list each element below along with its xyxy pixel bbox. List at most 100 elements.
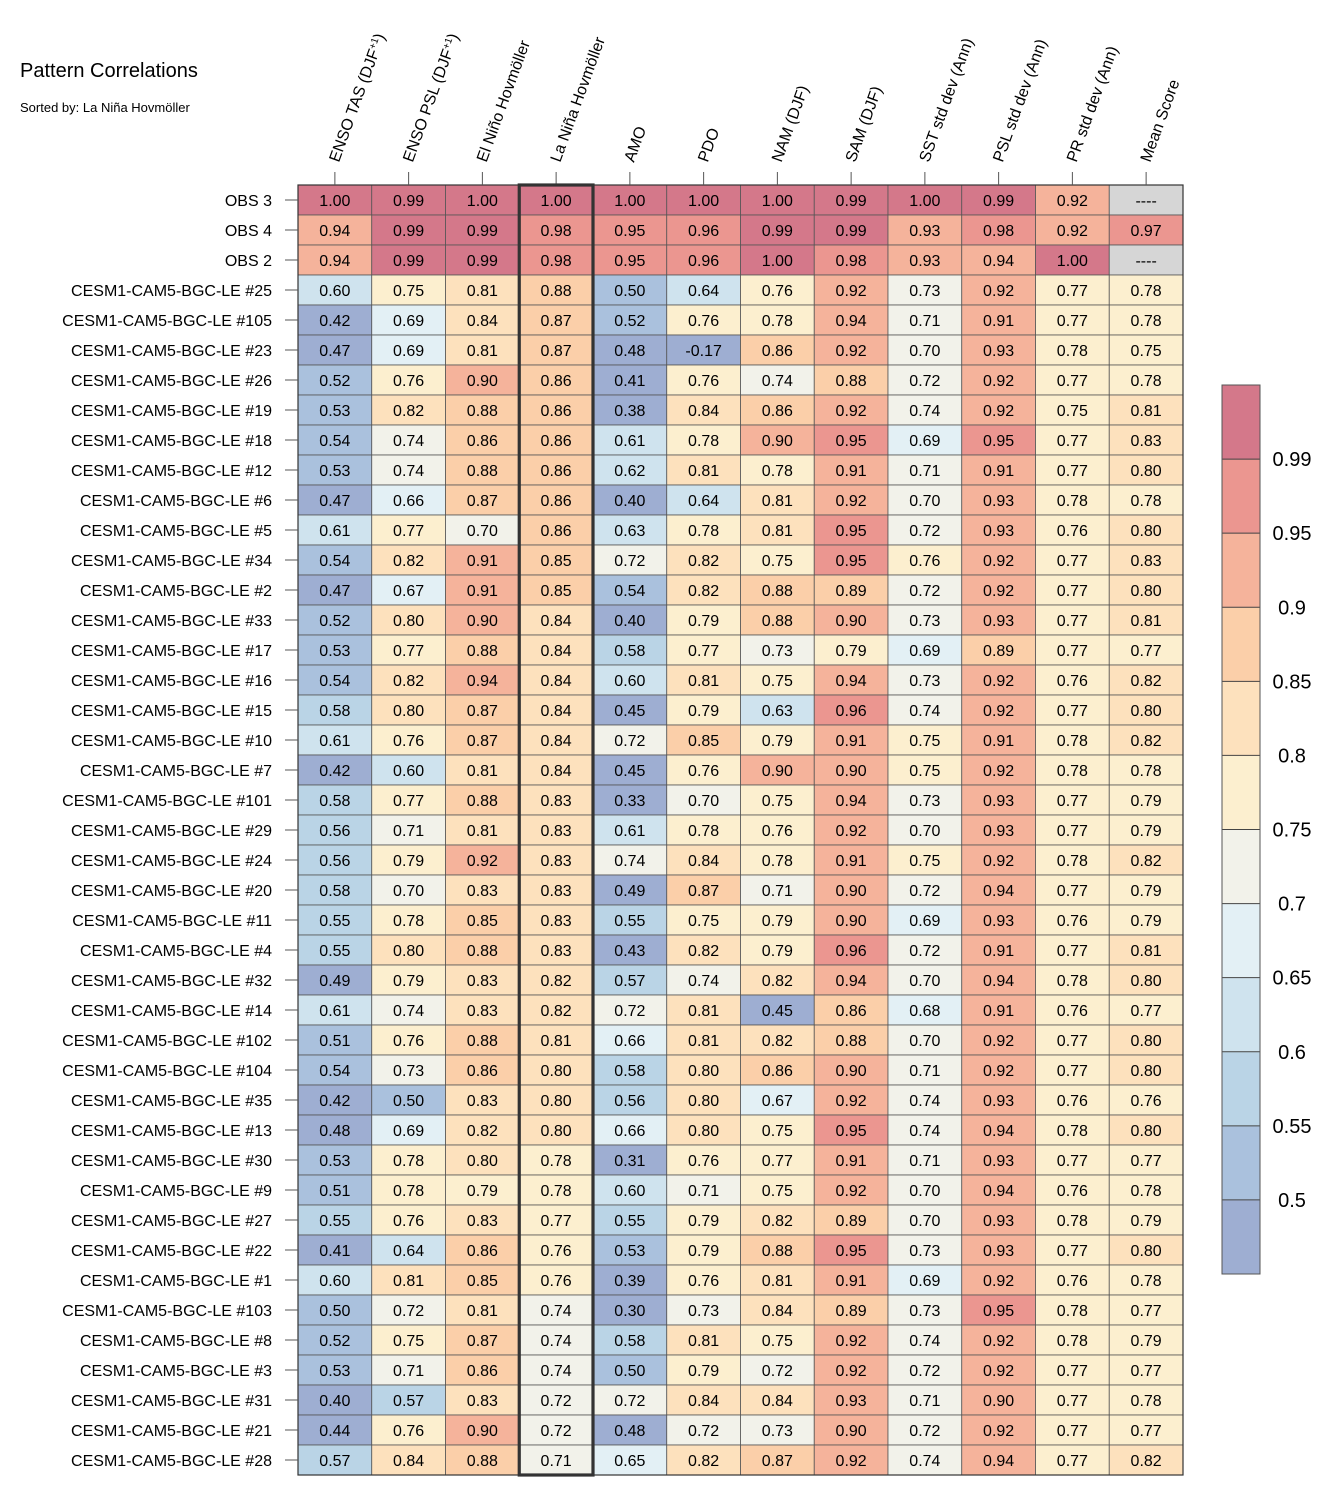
column-label: SST std dev (Ann) <box>917 36 978 164</box>
cell-value-label: 0.94 <box>983 1183 1014 1200</box>
cell-value-label: 0.74 <box>762 373 793 390</box>
heatmap-cell <box>297 754 373 786</box>
cell-value-label: 0.94 <box>983 973 1014 990</box>
cell-value-label: 0.92 <box>836 403 867 420</box>
cell-value-label: 0.66 <box>393 493 424 510</box>
cell-value-label: 0.52 <box>319 1333 350 1350</box>
cell-value-label: 0.76 <box>393 1033 424 1050</box>
cell-value-label: 0.88 <box>836 1033 867 1050</box>
cell-value-label: 0.73 <box>688 1303 719 1320</box>
heatmap-cell <box>740 664 815 696</box>
heatmap-cell <box>666 604 741 636</box>
heatmap-cell <box>1035 784 1110 816</box>
cell-value-label: 0.92 <box>836 1453 867 1470</box>
heatmap-cell <box>371 274 446 306</box>
heatmap-cell <box>297 334 373 366</box>
heatmap-cell <box>371 364 446 396</box>
heatmap-cell <box>518 1054 594 1086</box>
cell-value-label: 0.79 <box>688 1243 719 1260</box>
cell-value-label: 0.74 <box>909 403 940 420</box>
heatmap-cell <box>887 634 963 666</box>
cell-value-label: 0.99 <box>762 223 793 240</box>
heatmap-cell <box>1108 424 1184 456</box>
cell-value-label: 0.58 <box>319 883 350 900</box>
cell-value-label: 0.79 <box>393 853 424 870</box>
cell-value-label: 0.77 <box>1057 703 1088 720</box>
cell-value-label: 0.87 <box>541 313 572 330</box>
cell-value-label: 0.88 <box>467 793 498 810</box>
heatmap-cell <box>1035 814 1110 846</box>
cell-value-label: 0.88 <box>762 1243 793 1260</box>
cell-value-label: 0.78 <box>1057 853 1088 870</box>
cell-value-label: 0.82 <box>541 1003 572 1020</box>
cell-value-label: 0.87 <box>467 703 498 720</box>
cell-value-label: 0.77 <box>1057 373 1088 390</box>
heatmap-cell <box>1035 1144 1110 1176</box>
cell-value-label: 0.93 <box>983 343 1014 360</box>
cell-value-label: 0.77 <box>1057 883 1088 900</box>
heatmap-cell <box>371 304 446 336</box>
cell-value-label: 0.53 <box>614 1243 645 1260</box>
colorbar-tick-label: 0.9 <box>1278 597 1306 619</box>
cell-value-label: 0.83 <box>541 913 572 930</box>
heatmap-cell <box>961 1234 1036 1266</box>
row-label: OBS 3 <box>225 193 272 210</box>
cell-value-label: 0.50 <box>319 1303 350 1320</box>
cell-value-label: 0.84 <box>541 763 572 780</box>
colorbar-tick-label: 0.8 <box>1278 745 1306 767</box>
column-label-part: PSL std dev (Ann) <box>990 37 1050 164</box>
column-label-part: El Niño Hovmöller <box>474 38 534 165</box>
cell-value-label: 0.78 <box>1131 493 1162 510</box>
cell-value-label: 0.78 <box>1131 373 1162 390</box>
column-label-part: SST std dev (Ann) <box>917 36 978 164</box>
heatmap-cell <box>1035 304 1110 336</box>
cell-value-label: 0.58 <box>614 1063 645 1080</box>
colorbar-band <box>1222 1199 1260 1275</box>
cell-value-label: 0.86 <box>541 493 572 510</box>
cell-value-label: 1.00 <box>541 193 572 210</box>
cell-value-label: 0.84 <box>688 403 719 420</box>
cell-value-label: 0.90 <box>836 1063 867 1080</box>
cell-value-label: 0.86 <box>467 1063 498 1080</box>
cell-value-label: 0.86 <box>836 1003 867 1020</box>
heatmap-cell <box>813 214 889 246</box>
cell-value-label: 0.72 <box>909 373 940 390</box>
cell-value-label: 0.48 <box>614 1423 645 1440</box>
heatmap-cell <box>813 724 889 756</box>
heatmap-cell <box>518 994 594 1026</box>
heatmap-cell <box>961 664 1036 696</box>
cell-value-label: 0.67 <box>393 583 424 600</box>
colorbar-tick-label: 0.99 <box>1273 449 1312 471</box>
cell-value-label: 0.92 <box>983 673 1014 690</box>
cell-value-label: 0.90 <box>836 613 867 630</box>
cell-value-label: 0.74 <box>909 1123 940 1140</box>
colorbar-tick-label: 0.95 <box>1273 523 1312 545</box>
heatmap-cell <box>518 1414 594 1446</box>
heatmap-cell <box>1035 1264 1110 1296</box>
heatmap-cell <box>592 844 668 876</box>
heatmap-cell <box>445 454 520 486</box>
cell-value-label: 0.70 <box>688 793 719 810</box>
heatmap-cell <box>592 1264 668 1296</box>
cell-value-label: 0.78 <box>393 913 424 930</box>
heatmap-cell <box>887 904 963 936</box>
heatmap-cell <box>592 334 668 366</box>
heatmap-cell <box>592 244 668 276</box>
heatmap-cell <box>371 1414 446 1446</box>
column-label-part: ENSO PSL (DJF <box>400 47 457 164</box>
heatmap-cell <box>887 1324 963 1356</box>
cell-value-label: 0.91 <box>467 583 498 600</box>
cell-value-label: 0.77 <box>1057 1063 1088 1080</box>
cell-value-label: 0.70 <box>467 523 498 540</box>
heatmap-cell <box>1108 1444 1184 1476</box>
colorbar-tick-label: 0.6 <box>1278 1042 1306 1064</box>
cell-value-label: 0.91 <box>836 1273 867 1290</box>
cell-value-label: 0.90 <box>467 373 498 390</box>
row-label: CESM1-CAM5-BGC-LE #1 <box>80 1273 272 1290</box>
cell-value-label: 0.75 <box>909 853 940 870</box>
cell-value-label: 0.75 <box>393 1333 424 1350</box>
heatmap-cell <box>1035 664 1110 696</box>
chart-title: Pattern Correlations <box>20 60 198 82</box>
cell-value-label: 0.83 <box>467 1393 498 1410</box>
cell-value-label: 0.79 <box>1131 823 1162 840</box>
